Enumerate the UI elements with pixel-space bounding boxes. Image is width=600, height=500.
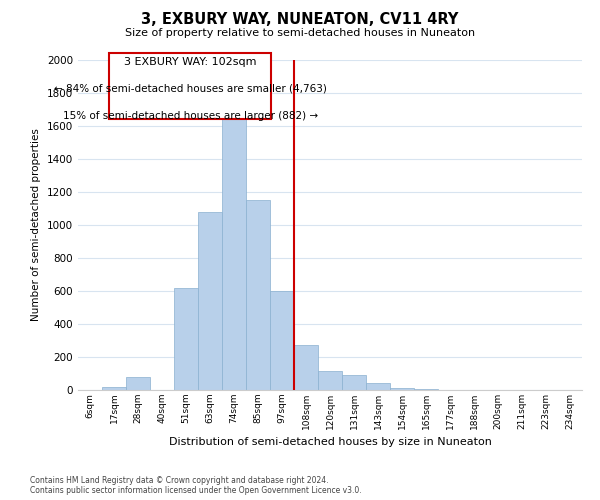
Bar — [390, 388, 414, 390]
Bar — [414, 389, 438, 390]
Y-axis label: Number of semi-detached properties: Number of semi-detached properties — [31, 128, 41, 322]
Text: Contains HM Land Registry data © Crown copyright and database right 2024.
Contai: Contains HM Land Registry data © Crown c… — [30, 476, 362, 495]
Bar — [294, 346, 318, 390]
Bar — [174, 288, 198, 390]
X-axis label: Distribution of semi-detached houses by size in Nuneaton: Distribution of semi-detached houses by … — [169, 438, 491, 448]
Text: ← 84% of semi-detached houses are smaller (4,763): ← 84% of semi-detached houses are smalle… — [54, 83, 326, 93]
Text: Size of property relative to semi-detached houses in Nuneaton: Size of property relative to semi-detach… — [125, 28, 475, 38]
Bar — [342, 375, 366, 390]
Bar — [366, 384, 390, 390]
Bar — [198, 212, 222, 390]
Bar — [318, 371, 342, 390]
Text: 15% of semi-detached houses are larger (882) →: 15% of semi-detached houses are larger (… — [62, 111, 318, 121]
Bar — [222, 120, 246, 390]
Text: 3 EXBURY WAY: 102sqm: 3 EXBURY WAY: 102sqm — [124, 56, 256, 66]
Bar — [246, 200, 270, 390]
Bar — [126, 377, 150, 390]
Text: 3, EXBURY WAY, NUNEATON, CV11 4RY: 3, EXBURY WAY, NUNEATON, CV11 4RY — [142, 12, 458, 28]
Bar — [270, 291, 294, 390]
FancyBboxPatch shape — [109, 54, 271, 120]
Bar — [102, 386, 126, 390]
